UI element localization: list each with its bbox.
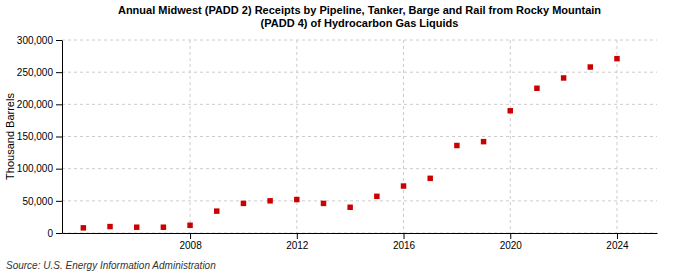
point [427,176,432,181]
tick-mark [56,72,62,73]
tick-mark [56,104,62,105]
point [534,86,539,91]
point [107,224,112,229]
y-axis: 0 50,000 100,000 150,000 200,000 250,000 300,0… [17,35,63,239]
tick-label: 2016 [393,240,416,251]
tick-label: 200,000 [17,99,54,110]
tick: 2024 [606,233,629,251]
point [454,143,459,148]
tick-mark [56,137,62,138]
source: Source: U.S. Energy Information Administ… [6,260,216,271]
tick-mark [190,233,191,239]
point [241,201,246,206]
tick: 150,000 [17,131,62,142]
tick-label: 250,000 [17,67,54,78]
tick-label: 2020 [500,240,523,251]
tick-label: 300,000 [17,35,54,46]
point [374,194,379,199]
plot: 2008 2012 2016 2020 2024 0 50,000 100,000 150,00… [17,35,658,251]
tick-mark [297,233,298,239]
grid-line [62,136,657,137]
tick-label: 2012 [286,240,309,251]
x-axis: 2008 2012 2016 2020 2024 [63,233,658,251]
tick-label: 2008 [179,240,202,251]
tick-label: 0 [47,228,53,239]
point [321,201,326,206]
tick-label: 150,000 [17,131,54,142]
tick: 200,000 [17,99,62,110]
grid-line [62,104,657,105]
point [561,75,566,80]
point [508,108,513,113]
tick: 250,000 [17,67,62,78]
grid-line [62,40,657,41]
point [161,224,166,229]
title: Annual Midwest (PADD 2) Receipts by Pipe… [118,4,601,29]
tick: 100,000 [17,163,62,174]
tick-label: 2024 [606,240,629,251]
point [614,56,619,61]
point [134,224,139,229]
tick: 0 [47,228,62,239]
tick-label: 100,000 [17,163,54,174]
tick-mark [404,233,405,239]
tick-mark [56,201,62,202]
tick: 2016 [393,233,416,251]
tick-mark [617,233,618,239]
marks [81,56,620,231]
point [588,64,593,69]
tick-label: 50,000 [22,196,53,207]
point [294,197,299,202]
tick-mark [56,40,62,41]
grid-line [62,200,657,201]
tick: 50,000 [22,196,62,207]
grid-line [62,72,657,73]
grid-line [403,40,404,233]
point [347,205,352,210]
grid-line [62,168,657,169]
axis-line [62,41,63,234]
tick-mark [56,233,62,234]
chart: 2008 2012 2016 2020 2024 0 50,000 100,000 150,00… [0,0,675,275]
tick-mark [510,233,511,239]
tick: 2012 [286,233,309,251]
tick: 300,000 [17,35,62,46]
point [401,183,406,188]
tick-mark [56,169,62,170]
point [267,198,272,203]
y-axis-title: Thousand Barrels [4,93,16,180]
grid-line [510,40,511,233]
grid-line [62,233,657,234]
point [481,139,486,144]
point [187,223,192,228]
point [214,208,219,213]
point [81,225,86,230]
grid [62,40,657,233]
tick: 2008 [179,233,202,251]
tick: 2020 [500,233,523,251]
axis-line [63,233,658,234]
